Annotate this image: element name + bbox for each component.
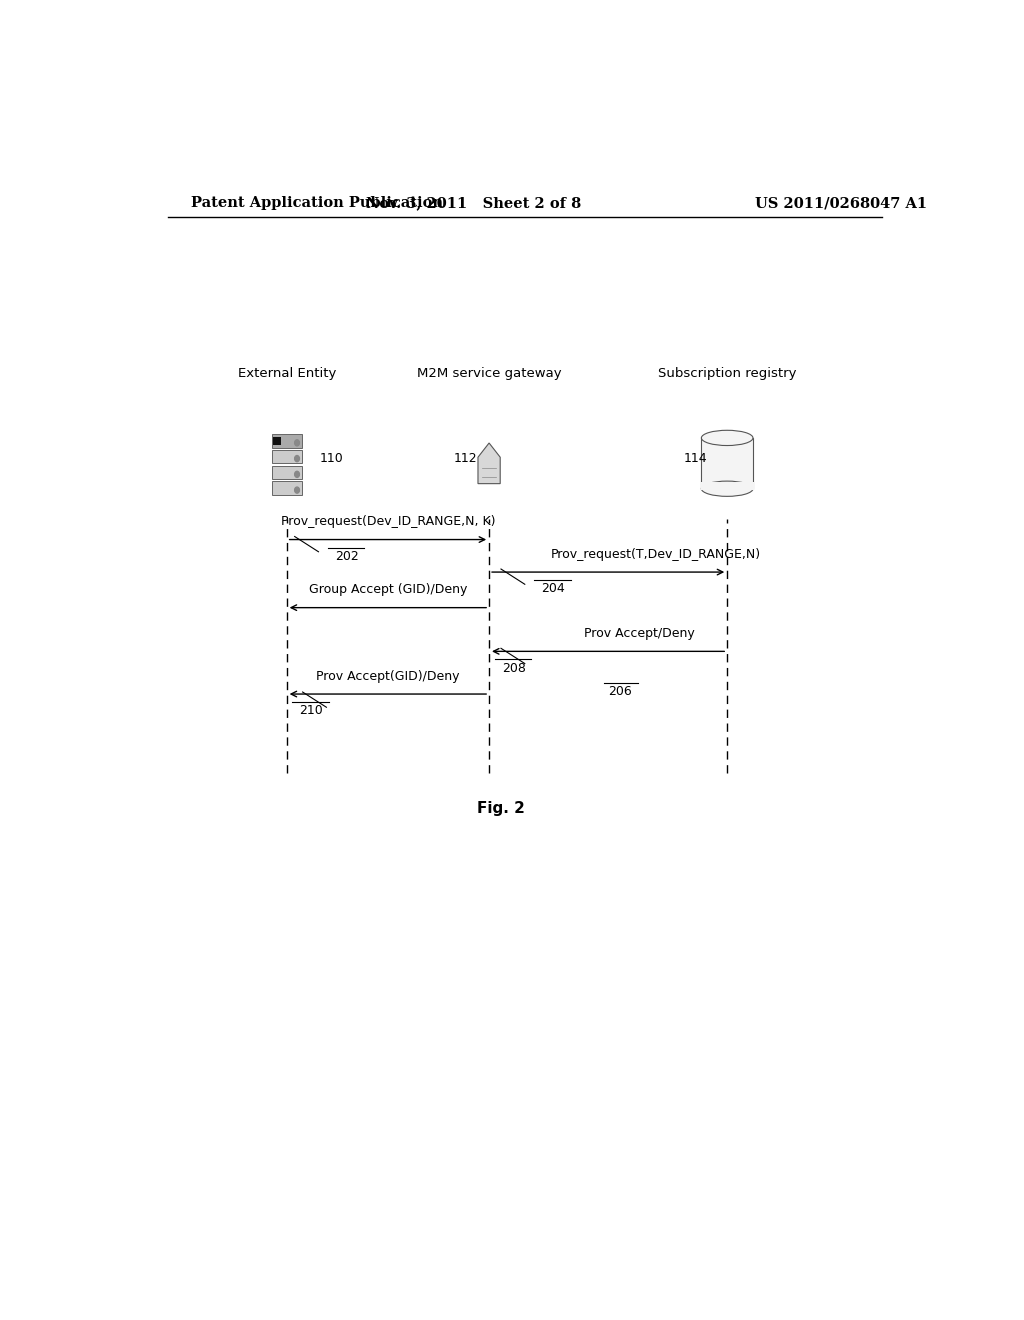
Text: 112: 112 — [454, 451, 477, 465]
Circle shape — [295, 455, 299, 462]
Ellipse shape — [701, 480, 753, 496]
Text: 114: 114 — [684, 451, 708, 465]
Circle shape — [295, 487, 299, 494]
Text: US 2011/0268047 A1: US 2011/0268047 A1 — [755, 197, 927, 210]
Text: Patent Application Publication: Patent Application Publication — [191, 197, 443, 210]
Text: Prov Accept(GID)/Deny: Prov Accept(GID)/Deny — [316, 669, 460, 682]
Bar — [701, 438, 753, 488]
Text: 202: 202 — [335, 549, 358, 562]
Bar — [271, 450, 302, 463]
Text: Prov_request(T,Dev_ID_RANGE,N): Prov_request(T,Dev_ID_RANGE,N) — [551, 548, 761, 561]
Ellipse shape — [701, 430, 753, 446]
Text: 206: 206 — [608, 685, 632, 698]
Text: Fig. 2: Fig. 2 — [477, 801, 525, 816]
Text: External Entity: External Entity — [238, 367, 336, 380]
Circle shape — [295, 440, 299, 446]
Text: M2M service gateway: M2M service gateway — [417, 367, 561, 380]
Polygon shape — [478, 444, 500, 483]
Circle shape — [295, 471, 299, 478]
Text: 208: 208 — [502, 661, 525, 675]
Text: Prov_request(Dev_ID_RANGE,N, K): Prov_request(Dev_ID_RANGE,N, K) — [281, 515, 496, 528]
Text: Nov. 3, 2011   Sheet 2 of 8: Nov. 3, 2011 Sheet 2 of 8 — [366, 197, 581, 210]
Text: 210: 210 — [299, 704, 324, 717]
Text: Group Accept (GID)/Deny: Group Accept (GID)/Deny — [308, 583, 467, 597]
Text: Prov Accept/Deny: Prov Accept/Deny — [585, 627, 695, 640]
Text: 204: 204 — [542, 582, 565, 595]
Bar — [700, 482, 754, 490]
Bar — [271, 466, 302, 479]
Text: Subscription registry: Subscription registry — [657, 367, 797, 380]
Bar — [271, 482, 302, 495]
Bar — [273, 437, 281, 445]
Bar — [271, 434, 302, 447]
Text: 110: 110 — [321, 451, 344, 465]
